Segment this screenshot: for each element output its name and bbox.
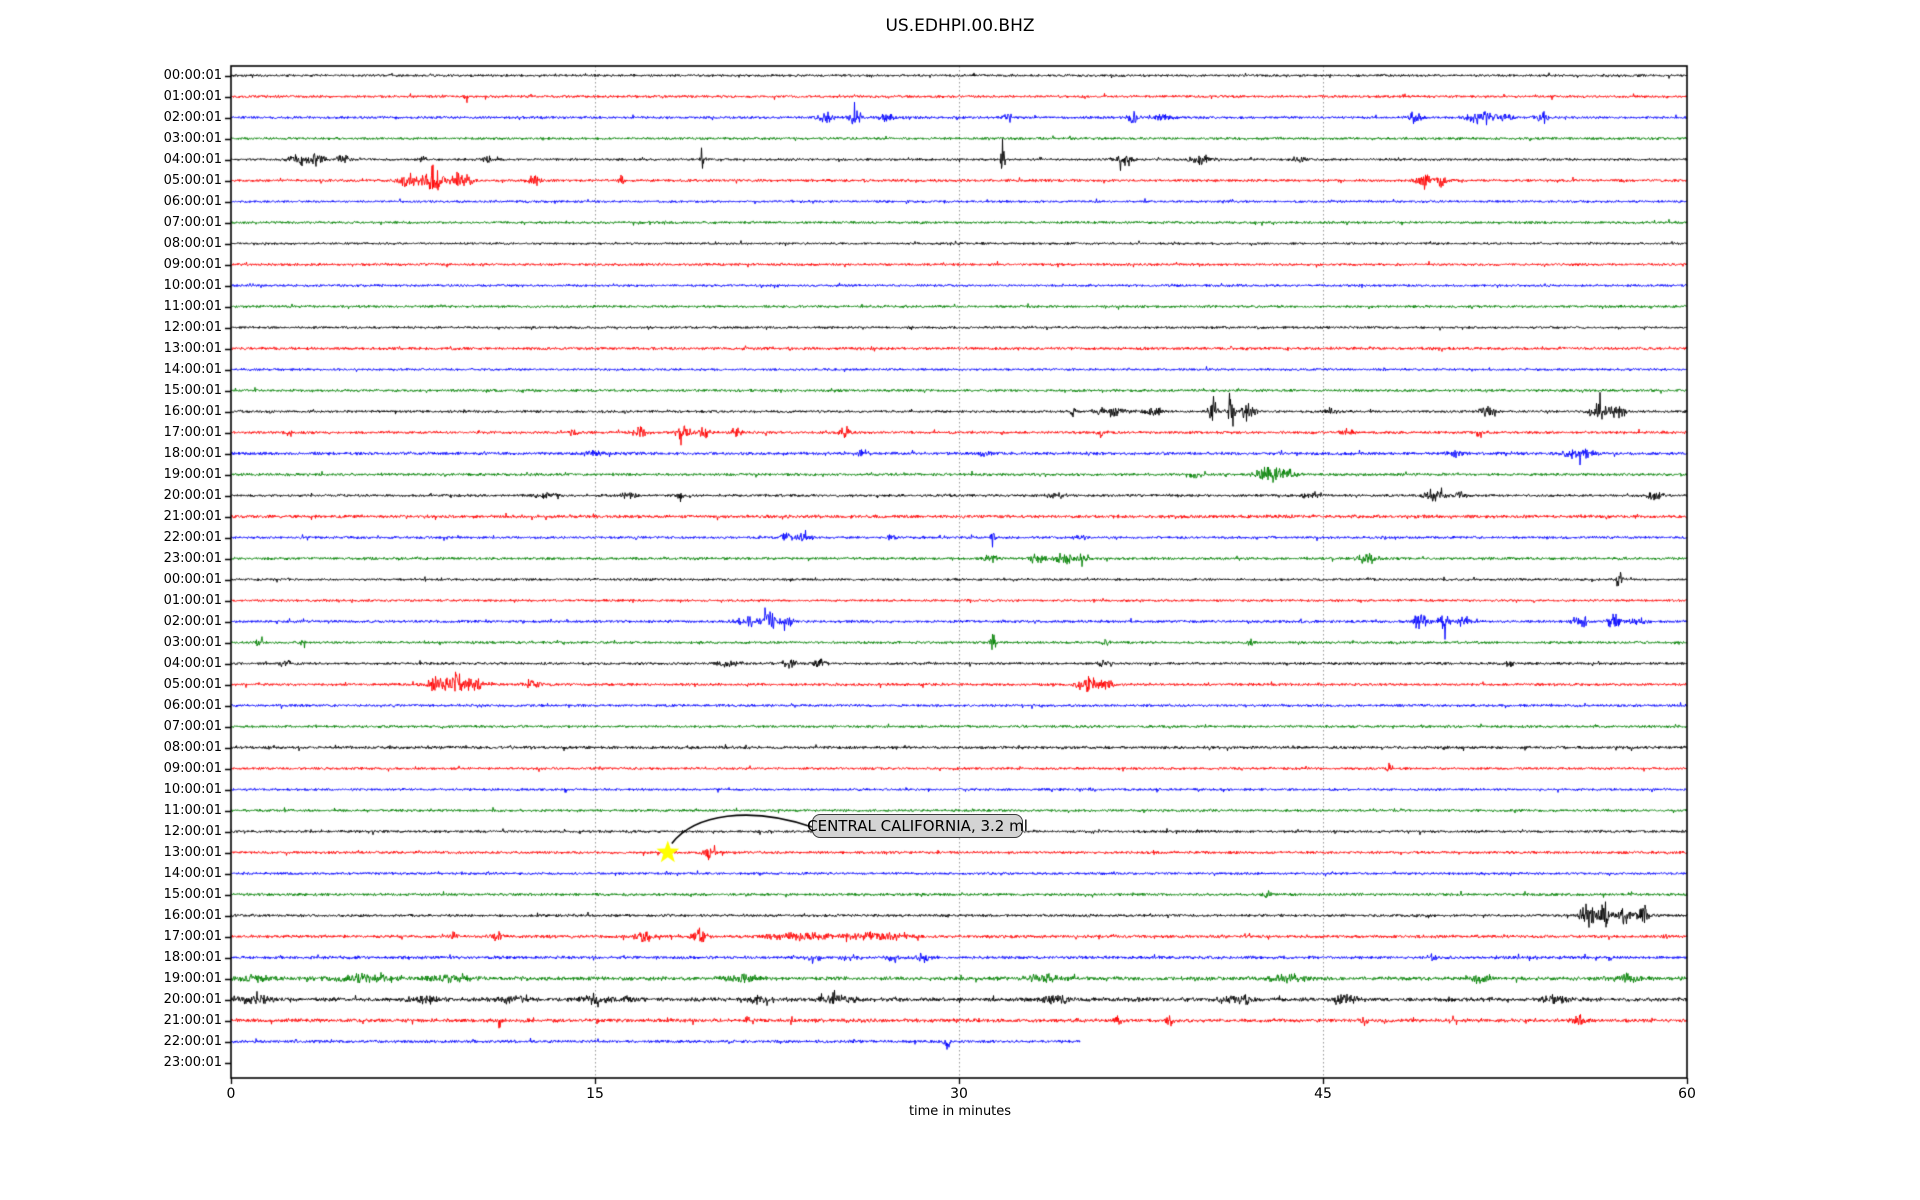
- row-label: 17:00:01: [163, 424, 222, 440]
- row-label: 20:00:01: [163, 487, 222, 503]
- row-label: 22:00:01: [163, 529, 222, 545]
- row-label: 13:00:01: [163, 844, 222, 860]
- row-label: 06:00:01: [163, 697, 222, 713]
- row-label: 07:00:01: [163, 214, 222, 230]
- row-label: 18:00:01: [163, 445, 222, 461]
- row-label: 22:00:01: [163, 1033, 222, 1049]
- page-title: US.EDHPI.00.BHZ: [885, 16, 1035, 36]
- row-label: 01:00:01: [163, 592, 222, 608]
- row-label: 21:00:01: [163, 508, 222, 524]
- row-label: 02:00:01: [163, 109, 222, 125]
- x-axis-label: time in minutes: [908, 1104, 1012, 1119]
- event-annotation: CENTRAL CALIFORNIA, 3.2 ml: [807, 814, 1028, 838]
- row-label: 15:00:01: [163, 886, 222, 902]
- row-label: 04:00:01: [163, 655, 222, 671]
- row-label: 15:00:01: [163, 382, 222, 398]
- row-label: 21:00:01: [163, 1012, 222, 1028]
- row-label: 09:00:01: [163, 760, 222, 776]
- row-label: 19:00:01: [163, 466, 222, 482]
- row-label: 09:00:01: [163, 256, 222, 272]
- row-label: 11:00:01: [163, 802, 222, 818]
- row-label: 05:00:01: [163, 172, 222, 188]
- row-label: 08:00:01: [163, 739, 222, 755]
- row-label: 14:00:01: [163, 865, 222, 881]
- row-label: 06:00:01: [163, 193, 222, 209]
- row-label: 18:00:01: [163, 949, 222, 965]
- row-label: 23:00:01: [163, 1054, 222, 1070]
- row-label: 01:00:01: [163, 88, 222, 104]
- row-label: 12:00:01: [163, 823, 222, 839]
- x-tick-label: 15: [586, 1086, 604, 1102]
- row-label: 16:00:01: [163, 403, 222, 419]
- row-label: 00:00:01: [163, 67, 222, 83]
- row-label: 10:00:01: [163, 781, 222, 797]
- row-label: 02:00:01: [163, 613, 222, 629]
- row-label: 04:00:01: [163, 151, 222, 167]
- row-label: 20:00:01: [163, 991, 222, 1007]
- row-label: 10:00:01: [163, 277, 222, 293]
- row-label: 05:00:01: [163, 676, 222, 692]
- row-label: 00:00:01: [163, 571, 222, 587]
- x-tick-label: 30: [950, 1086, 968, 1102]
- row-label: 12:00:01: [163, 319, 222, 335]
- x-tick-label: 0: [226, 1086, 236, 1102]
- row-label: 16:00:01: [163, 907, 222, 923]
- row-label: 07:00:01: [163, 718, 222, 734]
- row-label: 08:00:01: [163, 235, 222, 251]
- row-label: 11:00:01: [163, 298, 222, 314]
- row-label: 03:00:01: [163, 130, 222, 146]
- row-label: 19:00:01: [163, 970, 222, 986]
- row-label: 14:00:01: [163, 361, 222, 377]
- row-label: 17:00:01: [163, 928, 222, 944]
- x-tick-label: 45: [1314, 1086, 1332, 1102]
- annotation-text: CENTRAL CALIFORNIA, 3.2 ml: [807, 817, 1028, 835]
- row-label: 13:00:01: [163, 340, 222, 356]
- x-tick-label: 60: [1678, 1086, 1696, 1102]
- row-label: 03:00:01: [163, 634, 222, 650]
- row-label: 23:00:01: [163, 550, 222, 566]
